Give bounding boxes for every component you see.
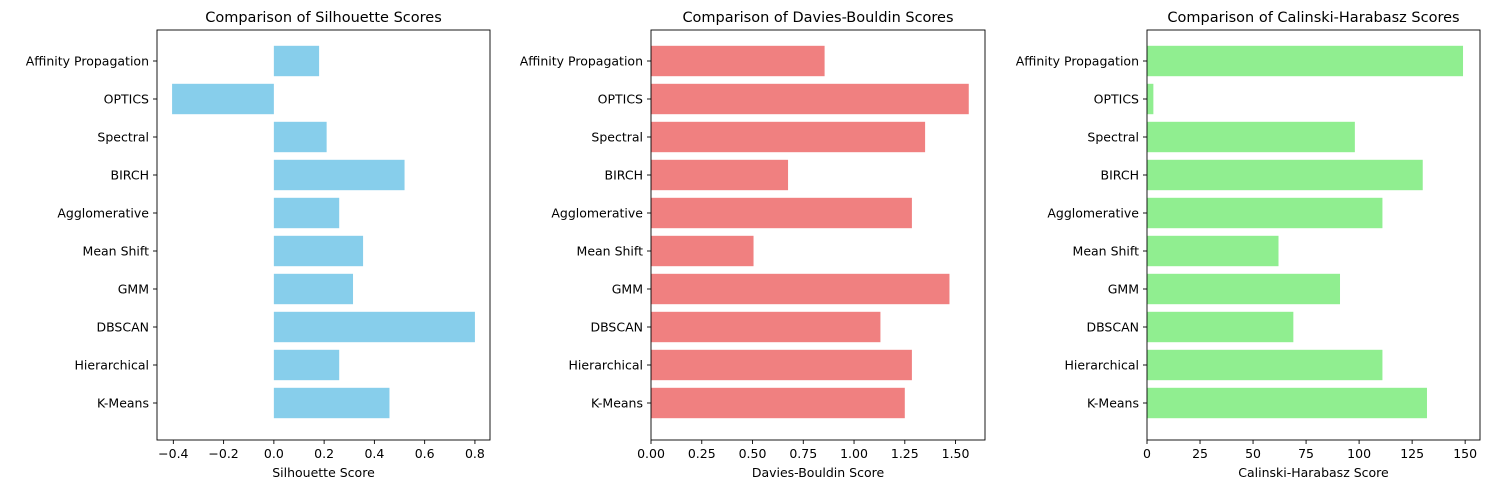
x-tick-label: 0.50 — [739, 446, 767, 461]
y-tick-label: Mean Shift — [83, 244, 150, 259]
x-tick-label: 100 — [1347, 446, 1371, 461]
bar — [651, 45, 825, 77]
bar — [1147, 273, 1341, 305]
y-tick-label: Affinity Propagation — [26, 54, 149, 69]
bar — [273, 45, 320, 77]
y-tick-label: Mean Shift — [1073, 244, 1140, 259]
y-tick-label: K-Means — [591, 396, 643, 411]
bar — [1147, 83, 1154, 115]
bar — [172, 83, 274, 115]
x-tick-label: 1.00 — [840, 446, 868, 461]
y-tick-label: BIRCH — [605, 168, 643, 183]
x-tick-label: 0.0 — [264, 446, 284, 461]
bar — [273, 387, 390, 419]
bar — [273, 273, 354, 305]
x-tick-label: 50 — [1245, 446, 1261, 461]
x-axis-label: Silhouette Score — [272, 465, 375, 480]
y-tick-label: Spectral — [1087, 130, 1139, 145]
y-tick-label: Hierarchical — [1065, 358, 1140, 373]
y-tick-label: Spectral — [97, 130, 149, 145]
x-tick-label: 0.4 — [364, 446, 384, 461]
y-tick-label: GMM — [612, 282, 643, 297]
x-tick-label: −0.4 — [158, 446, 188, 461]
bar — [1147, 311, 1294, 343]
x-tick-label: 150 — [1453, 446, 1477, 461]
y-tick-label: K-Means — [97, 396, 149, 411]
davies-bouldin-chart: Comparison of Davies-Bouldin Scores Davi… — [520, 10, 986, 480]
x-tick-label: 0.75 — [789, 446, 817, 461]
chart-title: Comparison of Davies-Bouldin Scores — [682, 10, 953, 26]
y-tick-label: DBSCAN — [590, 320, 643, 335]
y-tick-label: Agglomerative — [57, 206, 149, 221]
y-tick-label: BIRCH — [111, 168, 149, 183]
y-tick-label: K-Means — [1087, 396, 1139, 411]
y-tick-label: Affinity Propagation — [520, 54, 643, 69]
bar — [651, 273, 950, 305]
bar — [273, 235, 364, 267]
y-tick-label: OPTICS — [104, 92, 149, 107]
bar — [651, 159, 789, 191]
x-tick-label: 0.6 — [415, 446, 435, 461]
x-tick-label: 75 — [1298, 446, 1314, 461]
y-tick-label: Hierarchical — [75, 358, 150, 373]
y-tick-label: GMM — [1108, 282, 1139, 297]
bar — [273, 311, 475, 343]
bar — [651, 349, 912, 381]
y-tick-label: Hierarchical — [569, 358, 644, 373]
bar — [273, 159, 405, 191]
x-tick-label: 0 — [1143, 446, 1151, 461]
x-tick-label: 1.25 — [891, 446, 919, 461]
chart-title: Comparison of Silhouette Scores — [205, 10, 442, 26]
plot-frame — [1146, 29, 1481, 441]
x-tick-label: −0.2 — [208, 446, 238, 461]
y-tick-label: Agglomerative — [1047, 206, 1139, 221]
bar — [651, 235, 754, 267]
y-tick-label: DBSCAN — [96, 320, 149, 335]
bar — [1147, 235, 1279, 267]
bar — [1147, 121, 1355, 153]
bar — [651, 121, 926, 153]
bar — [651, 83, 969, 115]
y-tick-label: DBSCAN — [1086, 320, 1139, 335]
x-axis-label: Davies-Bouldin Score — [752, 465, 885, 480]
y-tick-label: Spectral — [591, 130, 643, 145]
y-tick-label: Agglomerative — [551, 206, 643, 221]
bar — [273, 121, 327, 153]
x-tick-label: 0.25 — [688, 446, 716, 461]
bar — [651, 197, 912, 229]
bar — [651, 311, 881, 343]
x-tick-label: 25 — [1192, 446, 1208, 461]
bar — [273, 197, 340, 229]
y-tick-label: OPTICS — [598, 92, 643, 107]
plot-frame — [650, 29, 986, 441]
bar — [1147, 349, 1383, 381]
bar — [1147, 159, 1423, 191]
x-tick-label: 125 — [1400, 446, 1424, 461]
bar — [273, 349, 340, 381]
y-tick-label: GMM — [118, 282, 149, 297]
chart-title: Comparison of Calinski-Harabasz Scores — [1167, 10, 1459, 26]
bar — [1147, 197, 1383, 229]
x-axis-label: Calinski-Harabasz Score — [1238, 465, 1389, 480]
y-tick-label: OPTICS — [1094, 92, 1139, 107]
silhouette-chart: Comparison of Silhouette Scores Silhouet… — [26, 10, 491, 480]
plot-frame — [156, 29, 491, 441]
x-tick-label: 0.8 — [465, 446, 485, 461]
y-tick-label: BIRCH — [1101, 168, 1139, 183]
calinski-harabasz-chart: Comparison of Calinski-Harabasz Scores C… — [1016, 10, 1481, 480]
x-tick-label: 0.2 — [314, 446, 334, 461]
y-tick-label: Mean Shift — [577, 244, 644, 259]
x-tick-label: 0.00 — [637, 446, 665, 461]
bar — [651, 387, 905, 419]
bar — [1147, 45, 1464, 77]
y-tick-label: Affinity Propagation — [1016, 54, 1139, 69]
bar — [1147, 387, 1427, 419]
x-tick-label: 1.50 — [942, 446, 970, 461]
